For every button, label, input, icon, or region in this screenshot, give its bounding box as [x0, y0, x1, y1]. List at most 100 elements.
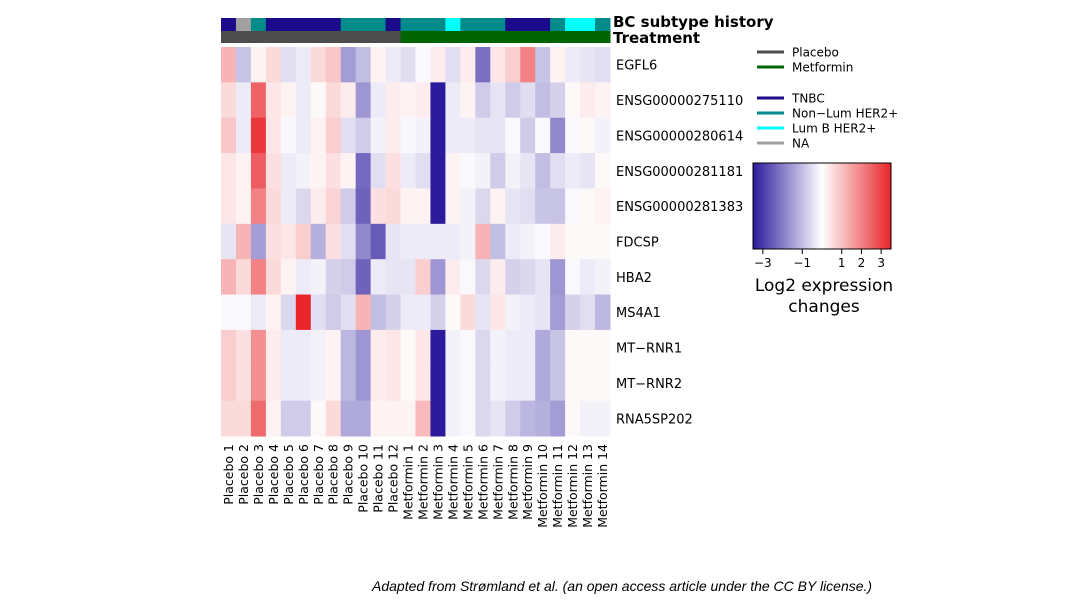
heatmap-cell: [475, 188, 491, 225]
heatmap-cell: [325, 47, 342, 83]
heatmap-cell: [221, 82, 237, 119]
heatmap-cell: [340, 329, 357, 366]
heatmap-cell: [535, 47, 551, 83]
heatmap-cell: [505, 294, 521, 331]
heatmap-cell: [221, 223, 237, 260]
column-label: Metformin 5: [460, 444, 475, 520]
heatmap-cell: [400, 400, 416, 437]
heatmap-cell: [430, 117, 446, 154]
heatmap-cell: [325, 294, 342, 331]
heatmap-cell: [475, 294, 491, 331]
heatmap-cell: [221, 117, 237, 154]
heatmap-cell: [415, 400, 431, 437]
heatmap-cell: [385, 82, 402, 119]
heatmap-cell: [490, 82, 506, 119]
heatmap-cell: [355, 153, 372, 189]
heatmap-cell: [505, 82, 521, 119]
heatmap-cell: [280, 365, 297, 402]
heatmap-cell: [385, 329, 402, 366]
heatmap-cell: [460, 153, 476, 189]
heatmap-cell: [385, 294, 402, 331]
row-label: ENSG00000281181: [616, 165, 743, 180]
column-label: Placebo 4: [266, 444, 281, 505]
heatmap-cell: [415, 188, 431, 225]
treatment-cell: [221, 31, 237, 43]
heatmap-cell: [265, 223, 282, 260]
heatmap-cell: [265, 365, 282, 402]
column-label: Metformin 2: [415, 444, 430, 520]
heatmap-cell: [385, 153, 402, 189]
subtype-cell: [340, 18, 357, 31]
subtype-cell: [565, 18, 581, 31]
subtype-cell: [310, 18, 327, 31]
heatmap-cell: [520, 153, 536, 189]
colorbar-ticks: −3 −1 1 2 3: [754, 249, 885, 270]
subtype-cell: [280, 18, 297, 31]
heatmap-cell: [221, 365, 237, 402]
heatmap-cell: [295, 294, 312, 331]
heatmap-cell: [550, 400, 566, 437]
treatment-cell: [295, 31, 312, 43]
heatmap-cell: [430, 223, 446, 260]
legend-label: Metformin: [792, 61, 853, 75]
heatmap-cell: [580, 400, 596, 437]
heatmap-cell: [535, 188, 551, 225]
heatmap-cell: [460, 117, 476, 154]
column-label: Metformin 10: [535, 444, 550, 528]
heatmap-cell: [325, 365, 342, 402]
heatmap-cell: [535, 153, 551, 189]
heatmap-cell: [310, 82, 327, 119]
treatment-cell: [460, 31, 476, 43]
heatmap-cell: [445, 329, 461, 366]
heatmap-cell: [520, 259, 536, 296]
heatmap-cell: [445, 223, 461, 260]
heatmap-cell: [415, 223, 431, 260]
heatmap-cell: [385, 365, 402, 402]
heatmap-cell: [355, 47, 372, 83]
heatmap-cell: [550, 117, 566, 154]
heatmap-cell: [221, 188, 237, 225]
subtype-cell: [460, 18, 476, 31]
heatmap-cell: [340, 223, 357, 260]
heatmap-cell: [355, 294, 372, 331]
column-label: Placebo 7: [311, 444, 326, 505]
heatmap-cell: [370, 82, 387, 119]
heatmap-cell: [535, 82, 551, 119]
heatmap-cell: [475, 117, 491, 154]
heatmap-cell: [355, 82, 372, 119]
heatmap-cell: [460, 259, 476, 296]
legend-label: Lum B HER2+: [792, 122, 876, 136]
treatment-cell: [415, 31, 431, 43]
treatment-cell: [550, 31, 566, 43]
column-label: Placebo 5: [281, 444, 296, 505]
heatmap-cell: [475, 400, 491, 437]
heatmap-cell: [565, 329, 581, 366]
treatment-annotation-track: [221, 31, 611, 43]
heatmap-cell: [415, 329, 431, 366]
heatmap-cell: [355, 365, 372, 402]
heatmap-cell: [520, 365, 536, 402]
heatmap-cell: [310, 329, 327, 366]
heatmap-cell: [310, 188, 327, 225]
heatmap-cell: [550, 82, 566, 119]
heatmap-cell: [325, 82, 342, 119]
heatmap-cell: [415, 294, 431, 331]
heatmap-cell: [385, 400, 402, 437]
heatmap-cell: [550, 259, 566, 296]
heatmap-cell: [340, 188, 357, 225]
heatmap-cell: [565, 47, 581, 83]
subtype-cell: [520, 18, 536, 31]
heatmap-cell: [265, 259, 282, 296]
heatmap-cell: [400, 82, 416, 119]
heatmap-cell: [280, 117, 297, 154]
colorbar-tick-label: 2: [858, 256, 866, 270]
heatmap-cell: [250, 188, 267, 225]
colorbar-tick-label: 3: [877, 256, 885, 270]
row-label: MS4A1: [616, 306, 661, 321]
colorbar-tick-label: 1: [838, 256, 846, 270]
heatmap-cell: [460, 223, 476, 260]
heatmap-cell: [490, 117, 506, 154]
heatmap-cell: [415, 259, 431, 296]
